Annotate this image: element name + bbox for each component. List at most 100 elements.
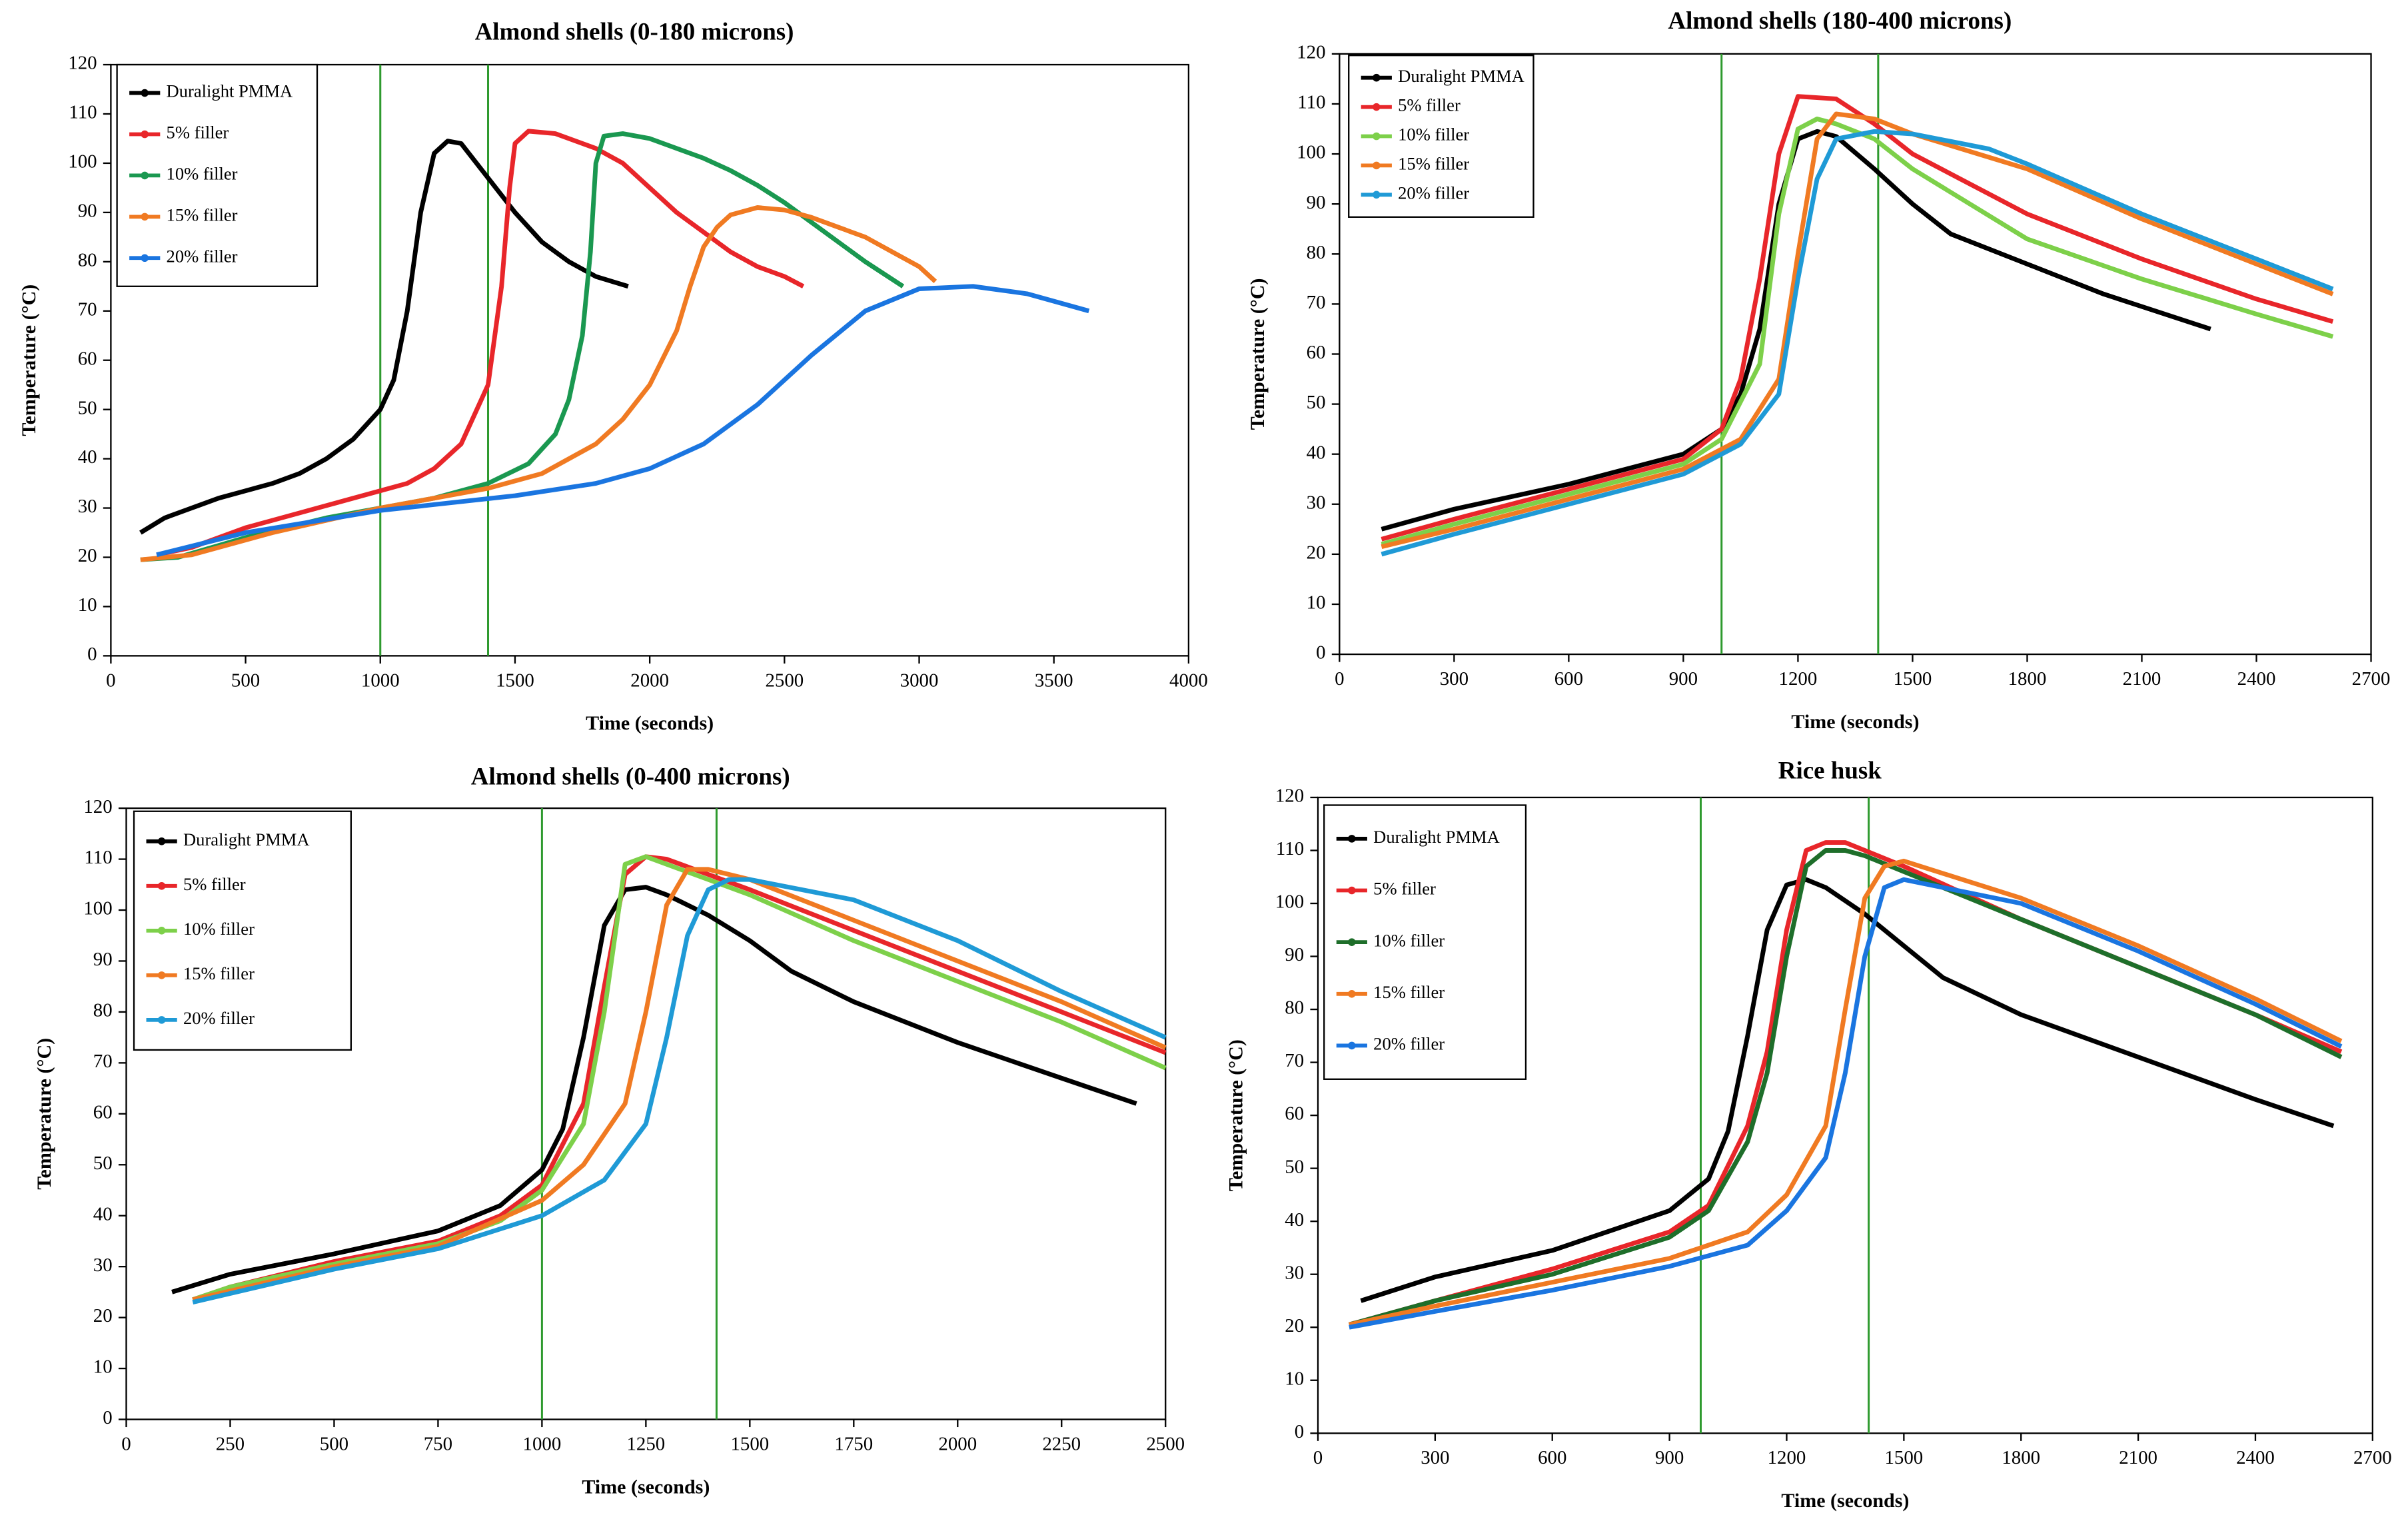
x-tick-label: 1250 (626, 1433, 665, 1454)
legend-marker (1373, 73, 1381, 82)
y-tick-label: 0 (1295, 1421, 1304, 1442)
y-tick-label: 100 (68, 151, 97, 173)
legend-marker (1348, 990, 1356, 998)
y-tick-label: 90 (1285, 944, 1304, 965)
y-tick-label: 110 (69, 102, 97, 123)
x-tick-label: 2100 (2119, 1447, 2157, 1468)
series-line (140, 205, 937, 562)
x-tick-label: 1000 (361, 670, 400, 691)
x-axis-label: Time (seconds) (1781, 1490, 1909, 1512)
series-line (1348, 848, 2343, 1327)
legend-label: Duralight PMMA (167, 81, 293, 101)
y-tick-label: 0 (1316, 642, 1325, 664)
y-tick-label: 50 (93, 1153, 113, 1174)
series-line (1381, 94, 2334, 542)
y-tick-label: 10 (78, 594, 97, 616)
y-tick-label: 110 (84, 847, 112, 868)
y-tick-label: 120 (83, 796, 112, 817)
y-axis-label: Temperature (°C) (1225, 1039, 1247, 1191)
y-tick-label: 70 (78, 298, 97, 320)
y-tick-label: 20 (1285, 1315, 1304, 1336)
y-tick-label: 10 (1307, 592, 1326, 614)
x-tick-label: 2500 (1146, 1433, 1185, 1454)
chart: Almond shells (0-180 microns) Time (secon… (18, 17, 1208, 734)
legend-label: 5% filler (1398, 95, 1461, 115)
legend-marker (1373, 191, 1381, 199)
y-tick-label: 110 (1297, 92, 1325, 113)
legend-marker (1348, 1041, 1356, 1050)
legend-label: 10% filler (1398, 125, 1469, 145)
y-tick-label: 110 (1276, 838, 1304, 859)
legend-label: 15% filler (1373, 982, 1445, 1002)
series-line (192, 867, 1167, 1302)
legend-marker (157, 1016, 166, 1024)
chart-title: Almond shells (0-400 microns) (471, 763, 790, 791)
legend-marker (1373, 161, 1381, 170)
x-tick-label: 300 (1421, 1447, 1449, 1468)
y-tick-label: 40 (1307, 442, 1326, 463)
legend-marker (1348, 835, 1356, 843)
y-tick-label: 120 (68, 53, 97, 74)
y-tick-label: 50 (1307, 392, 1326, 413)
x-axis-label: Time (seconds) (1791, 711, 1919, 733)
legend-label: 10% filler (1373, 930, 1445, 950)
legend-label: 10% filler (167, 164, 238, 184)
series-line (1349, 858, 2343, 1327)
chart-title: Almond shells (180-400 microns) (1668, 7, 2012, 35)
legend-label: 10% filler (183, 919, 255, 939)
y-tick-label: 30 (1307, 492, 1326, 513)
legend-label: Duralight PMMA (1373, 827, 1500, 847)
legend-marker (157, 882, 166, 890)
y-tick-label: 50 (78, 397, 97, 418)
y-tick-label: 10 (93, 1356, 113, 1378)
y-axis-label: Temperature (°C) (1247, 278, 1269, 430)
legend-label: 20% filler (1373, 1034, 1445, 1054)
y-tick-label: 60 (78, 348, 97, 369)
x-tick-label: 1200 (1768, 1447, 1806, 1468)
x-tick-label: 1500 (730, 1433, 769, 1454)
chart: Almond shells (180-400 microns) Time (sec… (1247, 7, 2390, 733)
legend-marker (157, 971, 166, 979)
y-tick-label: 90 (93, 949, 113, 970)
legend-label: 15% filler (167, 205, 238, 225)
x-tick-label: 0 (1313, 1447, 1323, 1468)
x-tick-label: 300 (1440, 668, 1469, 690)
y-axis-label: Temperature (°C) (33, 1038, 55, 1190)
legend-marker (157, 927, 166, 935)
x-tick-label: 1800 (2008, 668, 2047, 690)
y-tick-label: 80 (1307, 242, 1326, 263)
legend-marker (1373, 132, 1381, 141)
legend-label: Duralight PMMA (1398, 66, 1524, 86)
y-tick-label: 100 (83, 898, 112, 919)
x-tick-label: 750 (424, 1433, 452, 1454)
chart-title: Rice husk (1778, 756, 1882, 783)
y-tick-label: 30 (93, 1255, 113, 1276)
chart: Almond shells (0-400 microns) Time (secon… (33, 763, 1185, 1498)
x-tick-label: 2400 (2237, 668, 2276, 690)
x-tick-label: 2250 (1042, 1433, 1081, 1454)
legend-label: 5% filler (183, 874, 246, 894)
legend-marker (141, 254, 149, 262)
x-tick-label: 500 (231, 670, 260, 691)
y-tick-label: 70 (1285, 1050, 1304, 1071)
y-tick-label: 30 (78, 496, 97, 517)
y-tick-label: 70 (1307, 292, 1326, 313)
legend-label: Duralight PMMA (183, 829, 310, 849)
series-line (171, 885, 1137, 1294)
x-tick-label: 2000 (938, 1433, 977, 1454)
x-tick-label: 1200 (1779, 668, 1818, 690)
y-tick-label: 70 (93, 1051, 113, 1072)
x-tick-label: 250 (216, 1433, 245, 1454)
series-line (1381, 129, 2211, 532)
x-tick-label: 2400 (2236, 1447, 2275, 1468)
x-tick-label: 600 (1538, 1447, 1566, 1468)
y-tick-label: 60 (1285, 1103, 1304, 1125)
legend-label: 15% filler (183, 963, 255, 983)
legend-marker (157, 837, 166, 845)
x-axis-label: Time (seconds) (586, 712, 714, 734)
y-tick-label: 40 (1285, 1209, 1304, 1231)
legend-marker (1373, 103, 1381, 111)
legend-label: 5% filler (167, 123, 229, 143)
x-tick-label: 1000 (523, 1433, 562, 1454)
